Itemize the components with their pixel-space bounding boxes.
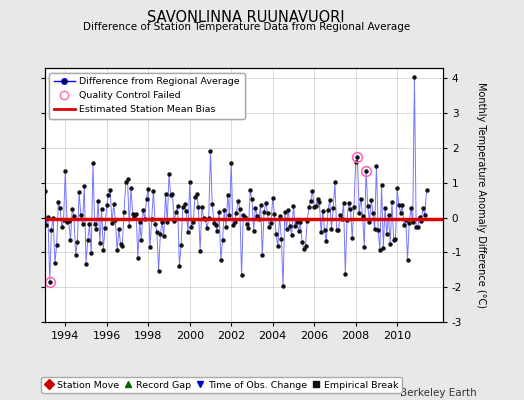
Text: SAVONLINNA RUUNAVUORI: SAVONLINNA RUUNAVUORI <box>147 10 345 25</box>
Text: Difference of Station Temperature Data from Regional Average: Difference of Station Temperature Data f… <box>83 22 410 32</box>
Y-axis label: Monthly Temperature Anomaly Difference (°C): Monthly Temperature Anomaly Difference (… <box>476 82 486 308</box>
Legend: Difference from Regional Average, Quality Control Failed, Estimated Station Mean: Difference from Regional Average, Qualit… <box>49 73 245 119</box>
Legend: Station Move, Record Gap, Time of Obs. Change, Empirical Break: Station Move, Record Gap, Time of Obs. C… <box>41 377 402 393</box>
Text: Berkeley Earth: Berkeley Earth <box>400 388 477 398</box>
